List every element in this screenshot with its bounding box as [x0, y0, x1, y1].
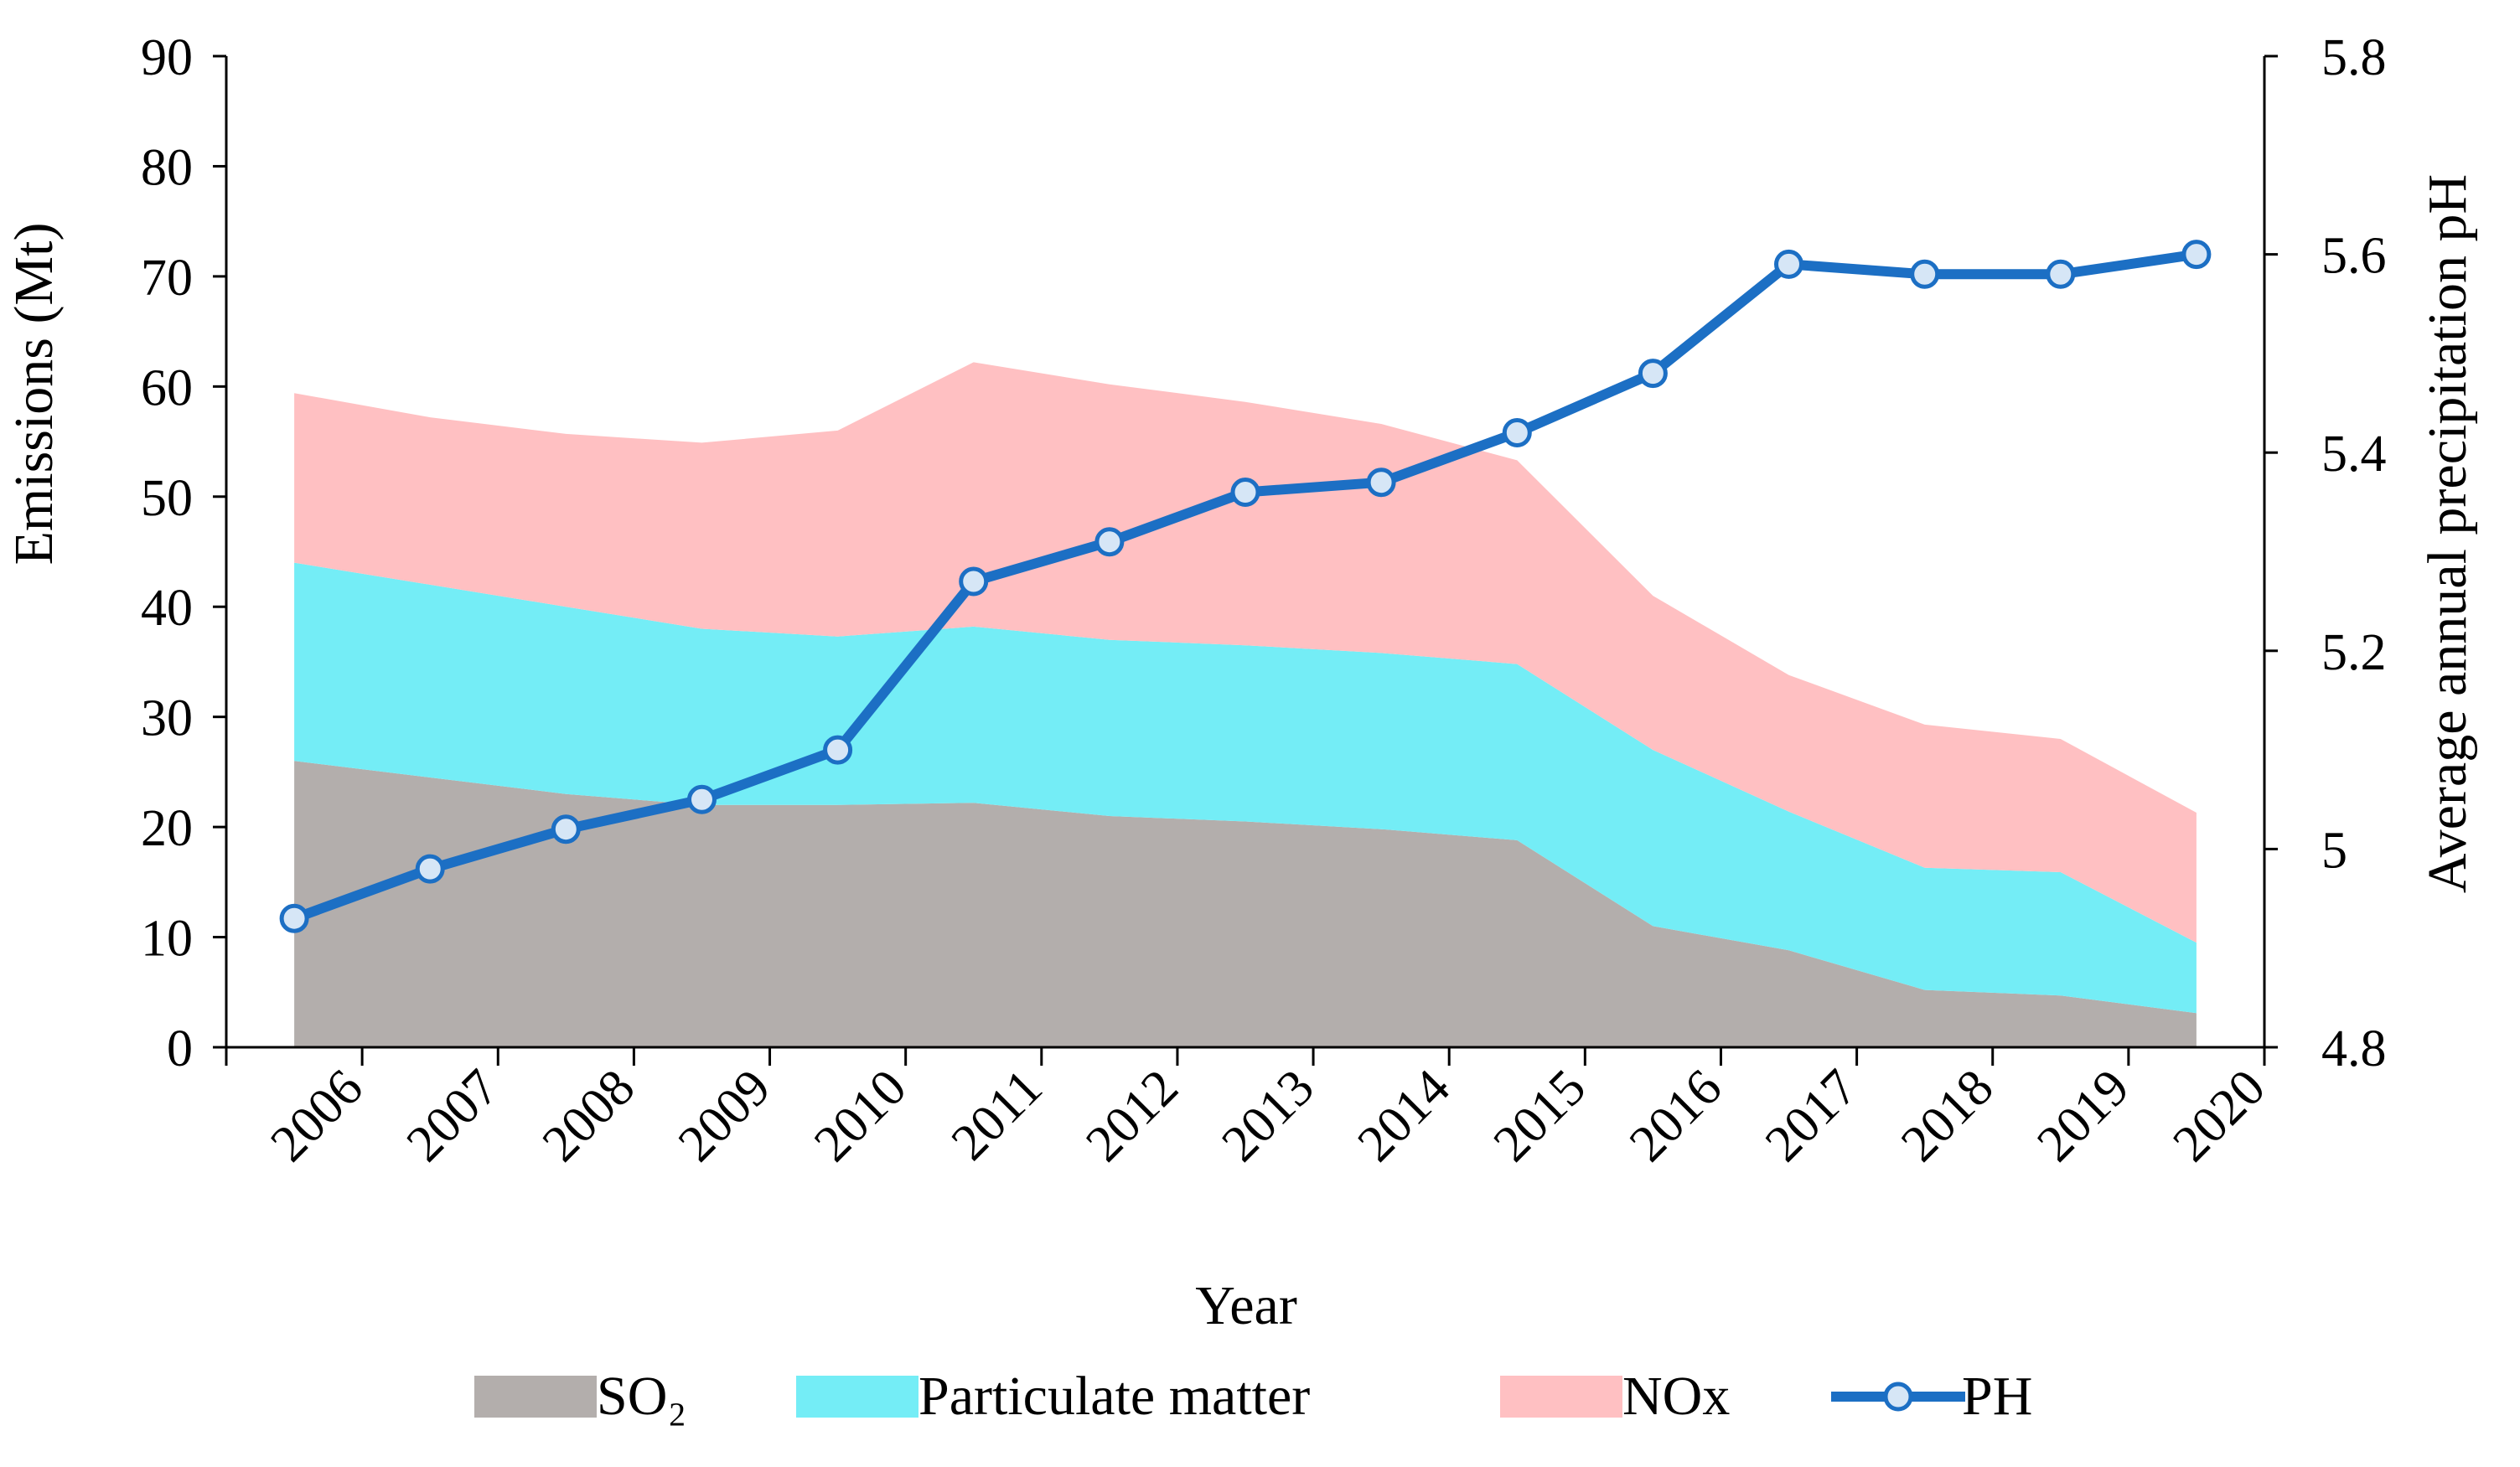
ph-point [1502, 418, 1532, 447]
x-axis-title: Year [1195, 1275, 1297, 1336]
x-tick-label: 2016 [1619, 1059, 1733, 1173]
x-tick-label: 2006 [260, 1059, 374, 1173]
x-tick-label: 2019 [2026, 1059, 2140, 1173]
ph-point [415, 854, 445, 884]
y2-tick-label: 5 [2321, 822, 2347, 879]
y2-tick-label: 4.8 [2321, 1020, 2387, 1077]
x-tick-label: 2013 [1211, 1059, 1325, 1173]
ph-point [1774, 249, 1803, 279]
area-series-1 [294, 562, 2197, 1014]
y-tick-label: 40 [141, 580, 193, 637]
legend-label: SO₂ [597, 1366, 686, 1427]
y2-tick-label: 5.8 [2321, 29, 2387, 86]
x-tick-label: 2012 [1075, 1059, 1189, 1173]
y-tick-label: 50 [141, 470, 193, 527]
legend: SO₂ Particulate matter NOx PH [474, 1366, 2032, 1427]
x-tick-label: 2017 [1755, 1059, 1869, 1173]
y2-tick-label: 5.6 [2321, 228, 2387, 285]
ph-point [823, 735, 853, 765]
legend-swatch [474, 1376, 597, 1418]
y-tick-label: 10 [141, 911, 193, 968]
y-tick-label: 0 [167, 1020, 193, 1077]
y2-tick-label: 5.2 [2321, 624, 2387, 681]
x-tick-label: 2009 [668, 1059, 782, 1173]
legend-label: Particulate matter [918, 1366, 1310, 1427]
x-tick-label: 2014 [1347, 1059, 1461, 1173]
y-tick-label: 80 [141, 139, 193, 196]
ph-point [687, 784, 717, 814]
x-tick-label: 2007 [396, 1059, 510, 1173]
x-tick-label: 2008 [532, 1059, 646, 1173]
ph-point [959, 566, 989, 597]
y-tick-label: 70 [141, 250, 193, 307]
x-tick-label: 2018 [1891, 1059, 2005, 1173]
ph-point [2181, 240, 2212, 270]
legend-marker [1883, 1382, 1913, 1412]
x-tick-label: 2015 [1483, 1059, 1596, 1173]
legend-swatch [1500, 1376, 1622, 1418]
ph-point [1638, 359, 1668, 389]
axis-labels: Emissions (Mt) Average annual precipitat… [3, 174, 2478, 1336]
x-tick-label: 2020 [2162, 1059, 2276, 1173]
area-series-0 [294, 761, 2197, 1047]
ph-point [1230, 478, 1260, 507]
legend-label: PH [1962, 1366, 2032, 1427]
y-tick-label: 20 [141, 800, 193, 857]
ph-point [551, 814, 581, 845]
y-tick-label: 60 [141, 359, 193, 416]
legend-swatch [796, 1376, 918, 1418]
y-tick-label: 90 [141, 29, 193, 86]
ph-line-layer [279, 240, 2212, 933]
area-series-2 [294, 362, 2197, 943]
ph-point [1094, 527, 1125, 557]
y-axis-title: Emissions (Mt) [3, 223, 65, 566]
x-tick-label: 2011 [941, 1059, 1053, 1171]
x-tick-label: 2010 [804, 1059, 918, 1173]
y2-axis-title: Average annual precipitation pH [2417, 174, 2478, 893]
legend-label: NOx [1622, 1366, 1730, 1427]
ph-point [1366, 467, 1396, 498]
y2-tick-label: 5.4 [2321, 426, 2387, 483]
ph-point [2046, 259, 2076, 289]
y-tick-label: 30 [141, 690, 193, 747]
ph-point [279, 903, 309, 933]
ph-point [1910, 259, 1940, 289]
area-layers [294, 362, 2197, 1047]
